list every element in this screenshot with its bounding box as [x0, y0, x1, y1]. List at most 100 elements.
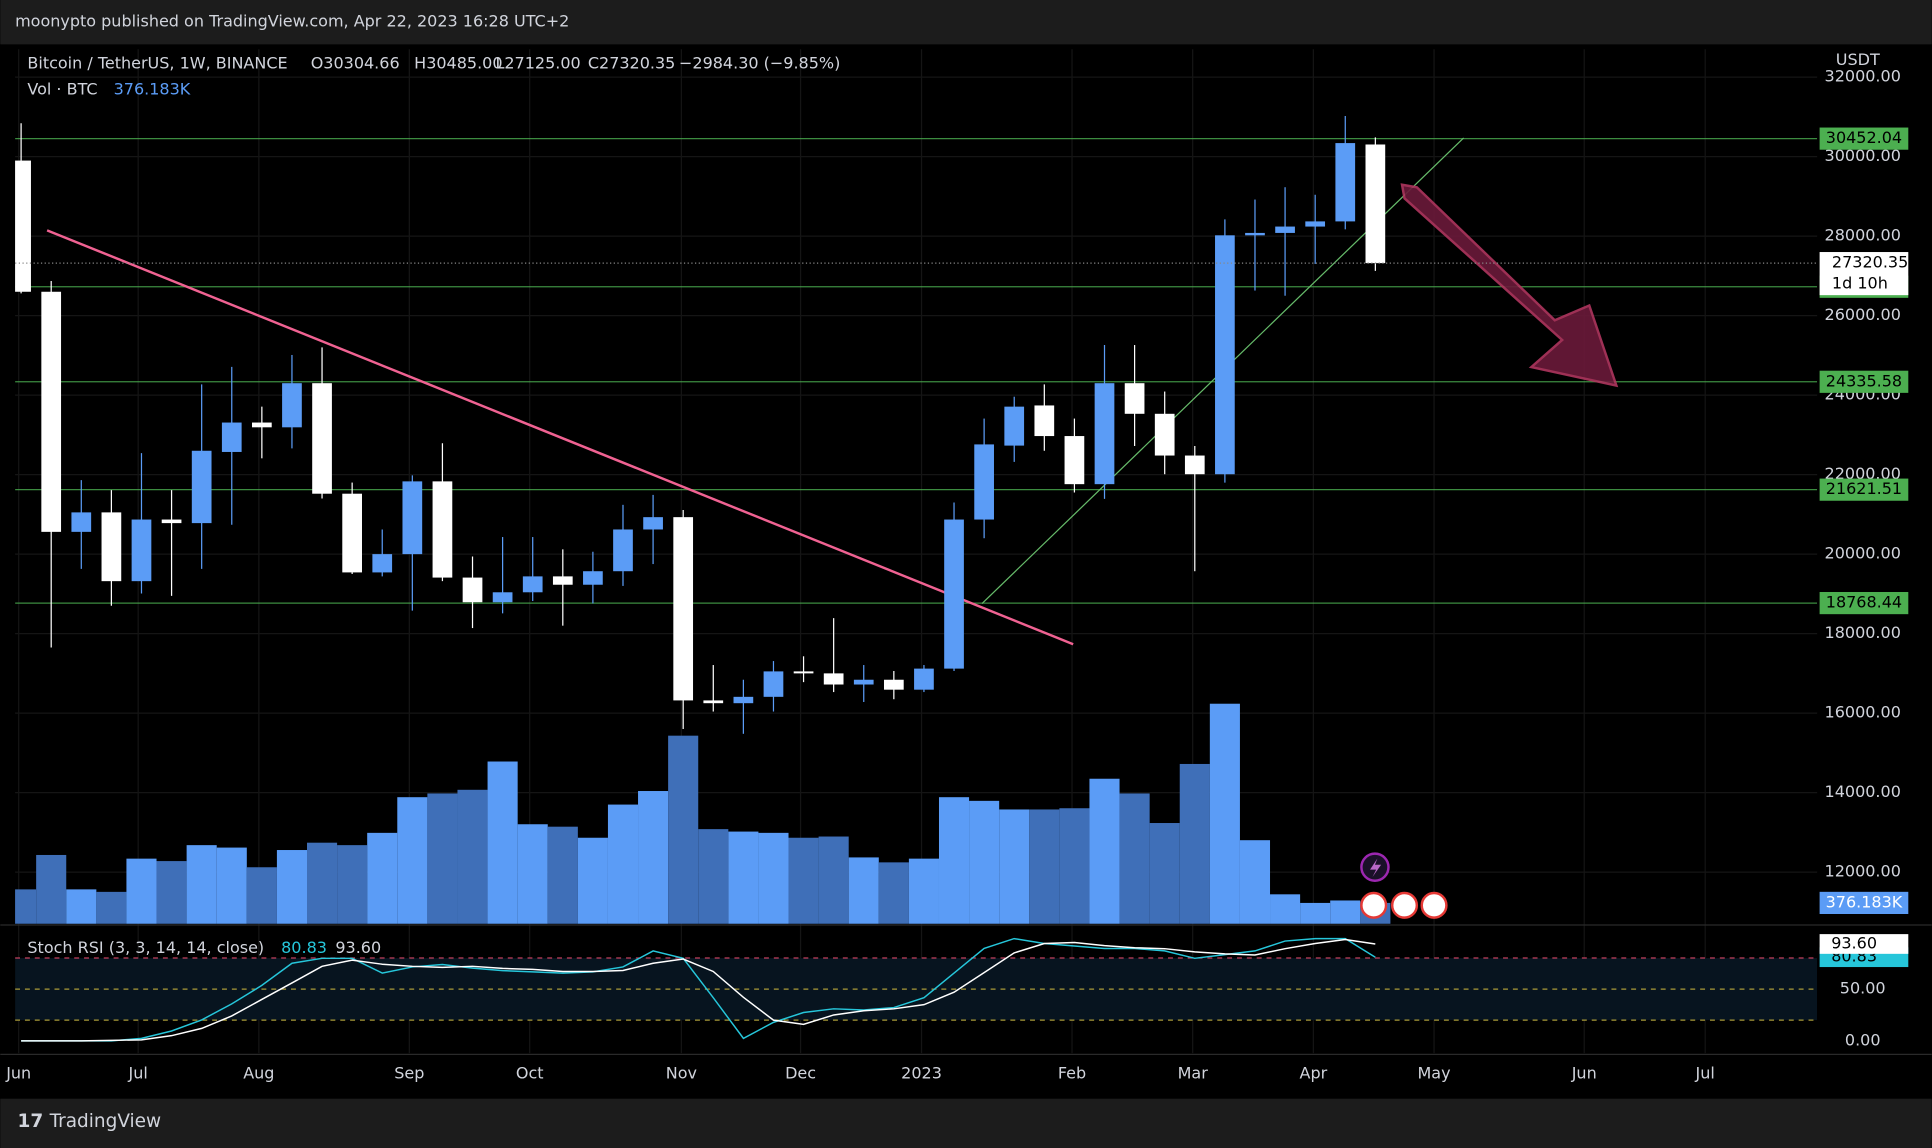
top-bar [0, 0, 1932, 45]
candle-body [342, 493, 362, 573]
level-label-box [1819, 478, 1909, 501]
candle-body [312, 383, 332, 494]
candle-body [1154, 413, 1175, 456]
arrow [1400, 183, 1619, 388]
volume-bar [1029, 809, 1060, 924]
countdown-label: 1d 10h [1832, 274, 1888, 293]
brand: TradingView [49, 1111, 162, 1132]
candle-body [1245, 232, 1265, 236]
candle-body [944, 519, 964, 669]
y-tick-label: 12000.00 [1825, 862, 1901, 881]
level-label-box [1819, 127, 1909, 150]
y-tick-label: 18000.00 [1825, 623, 1901, 642]
candle-body [1124, 383, 1145, 414]
volume-bar [306, 842, 338, 924]
volume-bar [758, 832, 789, 924]
volume-bar [216, 847, 247, 924]
symbol-title: Bitcoin / TetherUS, 1W, BINANCE [27, 54, 287, 73]
level-label-box [1819, 591, 1909, 615]
x-tick-label: Aug [243, 1064, 274, 1083]
legend-high: H30485.00 [414, 54, 502, 73]
volume-bar [457, 789, 488, 924]
volume-bar [36, 854, 67, 924]
volume-bar [577, 837, 608, 924]
candle-body [1004, 406, 1025, 446]
candle-body [41, 291, 62, 532]
x-tick-label: Jun [5, 1064, 31, 1083]
volume-bar [1209, 703, 1240, 924]
candle-body [1365, 144, 1386, 264]
x-tick-label: Oct [516, 1064, 544, 1083]
y-tick-label: 30000.00 [1825, 146, 1901, 165]
bottom-bar [0, 1098, 1932, 1148]
stoch-tick-label: 50.00 [1840, 979, 1886, 998]
trend-line [46, 229, 1074, 646]
x-tick-label: Dec [785, 1064, 816, 1083]
x-tick-label: Jul [1695, 1064, 1715, 1083]
volume-bar [698, 829, 729, 924]
candle-body [703, 700, 724, 704]
candle-body [1335, 143, 1356, 222]
volume-bar [1270, 894, 1301, 924]
volume-bar [848, 857, 879, 924]
candle-body [131, 519, 152, 582]
candle-body [432, 481, 453, 578]
candle-body [1094, 383, 1115, 485]
candle-body [1064, 436, 1085, 485]
volume-bar [818, 836, 849, 924]
volume-bar [246, 867, 277, 924]
y-tick-label: 14000.00 [1825, 782, 1901, 801]
volume-bar [1119, 793, 1150, 924]
stoch-line [21, 937, 1376, 1042]
stoch-d-value: 93.60 [335, 938, 381, 957]
volume-bar [66, 889, 97, 924]
event-icon [1370, 858, 1382, 878]
candle-body [914, 668, 934, 690]
x-tick-label: Apr [1300, 1064, 1328, 1083]
level-label: 24335.58 [1826, 371, 1902, 390]
y-tick-label: 22000.00 [1825, 464, 1901, 483]
level-label: 21621.51 [1826, 479, 1902, 498]
volume-bar [969, 800, 1000, 924]
stoch-line [21, 938, 1376, 1042]
volume-bar [337, 845, 368, 924]
volume-bar [397, 797, 428, 924]
volume-bar [96, 891, 127, 924]
currency: USDT [1836, 50, 1880, 69]
level-label: 30452.04 [1826, 128, 1902, 147]
volume-bar [1149, 823, 1180, 924]
volume-bar [878, 862, 909, 924]
candle-body [552, 576, 573, 585]
stoch-pane [15, 937, 1818, 1042]
volume-bar [15, 889, 37, 924]
candle-body [793, 671, 814, 674]
volume-bar [1330, 900, 1361, 924]
stoch-legend: Stoch RSI (3, 3, 14, 14, close) [27, 938, 264, 957]
candles [15, 116, 1818, 734]
level-label-box [1819, 370, 1909, 393]
volume-bar [547, 826, 578, 924]
volume-label: 376.183K [1826, 892, 1903, 911]
candle-body [522, 576, 543, 593]
legend-open: O30304.66 [311, 54, 400, 73]
stoch-label-box [1819, 934, 1909, 954]
volume-legend-value: 376.183K [114, 79, 191, 98]
volume-pane [15, 703, 1391, 924]
y-tick-label: 20000.00 [1825, 544, 1901, 563]
candle-body [492, 592, 513, 603]
volume-bar [487, 761, 518, 924]
volume-bar [1179, 763, 1210, 924]
legend-low: L27125.00 [495, 54, 580, 73]
flag-icon [1420, 891, 1448, 919]
volume-bar [427, 793, 458, 924]
axes: 12000.00 14000.00 16000.00 18000.00 20000.00… [5, 67, 1909, 1083]
y-tick-label: 28000.00 [1825, 226, 1901, 245]
candle-body [282, 383, 302, 428]
stoch-tick-label: 0.00 [1845, 1030, 1881, 1049]
volume-bar [638, 791, 669, 924]
candle-body [191, 450, 212, 524]
volume-bar [276, 850, 307, 924]
candle-body [583, 571, 603, 585]
candle-body [673, 517, 694, 701]
